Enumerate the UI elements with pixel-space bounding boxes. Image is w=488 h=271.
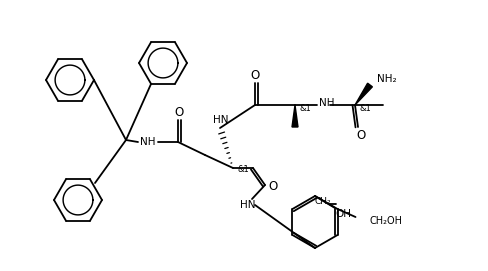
Text: HN: HN [240,200,255,210]
Text: NH: NH [140,137,156,147]
Polygon shape [291,105,297,127]
Text: OH: OH [334,209,350,219]
Text: O: O [268,180,277,193]
Text: &1: &1 [299,104,310,112]
Text: CH₂: CH₂ [314,196,331,205]
Polygon shape [354,83,372,105]
Text: HN: HN [213,115,228,125]
Text: &1: &1 [358,104,370,112]
Text: &1: &1 [237,166,248,175]
Text: NH₂: NH₂ [376,74,396,84]
Text: O: O [250,69,259,82]
Text: NH: NH [318,98,334,108]
Text: O: O [356,128,365,141]
Text: CH₂OH: CH₂OH [369,216,402,226]
Text: O: O [174,105,183,118]
